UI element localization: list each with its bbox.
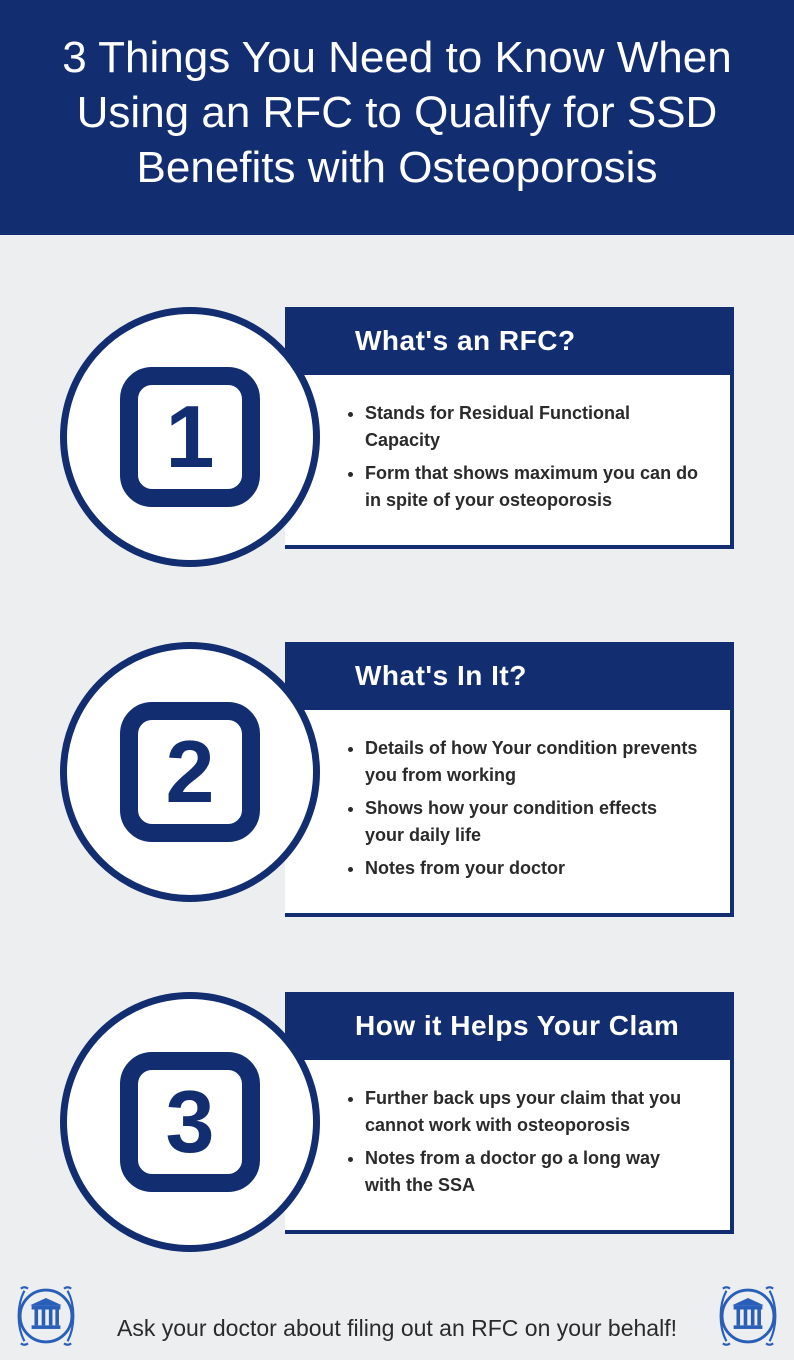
content-area: 1 What's an RFC? Stands for Residual Fun… — [0, 235, 794, 1252]
bullet-item: Shows how your condition effects your da… — [365, 795, 700, 849]
header-banner: 3 Things You Need to Know When Using an … — [0, 0, 794, 235]
card-body: Stands for Residual Functional Capacity … — [285, 375, 734, 549]
info-card: What's In It? Details of how Your condit… — [285, 642, 734, 917]
card-body: Details of how Your condition prevents y… — [285, 710, 734, 917]
section-3: 3 How it Helps Your Clam Further back up… — [60, 992, 734, 1252]
page-title: 3 Things You Need to Know When Using an … — [40, 30, 754, 195]
section-number: 2 — [166, 728, 215, 816]
bullet-list: Details of how Your condition prevents y… — [345, 735, 700, 882]
info-card: How it Helps Your Clam Further back ups … — [285, 992, 734, 1234]
number-circle: 2 — [60, 642, 320, 902]
bullet-list: Stands for Residual Functional Capacity … — [345, 400, 700, 514]
number-square-icon: 3 — [120, 1052, 260, 1192]
section-2: 2 What's In It? Details of how Your cond… — [60, 642, 734, 917]
info-card: What's an RFC? Stands for Residual Funct… — [285, 307, 734, 549]
seal-icon — [712, 1280, 784, 1352]
card-title: What's an RFC? — [285, 307, 734, 375]
card-title: How it Helps Your Clam — [285, 992, 734, 1060]
section-number: 3 — [166, 1078, 215, 1166]
bullet-item: Notes from a doctor go a long way with t… — [365, 1145, 700, 1199]
bullet-list: Further back ups your claim that you can… — [345, 1085, 700, 1199]
number-circle: 1 — [60, 307, 320, 567]
number-square-icon: 2 — [120, 702, 260, 842]
section-number: 1 — [166, 393, 215, 481]
card-title: What's In It? — [285, 642, 734, 710]
bullet-item: Stands for Residual Functional Capacity — [365, 400, 700, 454]
bullet-item: Form that shows maximum you can do in sp… — [365, 460, 700, 514]
footer-text: Ask your doctor about filing out an RFC … — [0, 1315, 794, 1342]
number-circle: 3 — [60, 992, 320, 1252]
bullet-item: Further back ups your claim that you can… — [365, 1085, 700, 1139]
bullet-item: Notes from your doctor — [365, 855, 700, 882]
seal-icon — [10, 1280, 82, 1352]
bullet-item: Details of how Your condition prevents y… — [365, 735, 700, 789]
number-square-icon: 1 — [120, 367, 260, 507]
card-body: Further back ups your claim that you can… — [285, 1060, 734, 1234]
section-1: 1 What's an RFC? Stands for Residual Fun… — [60, 307, 734, 567]
